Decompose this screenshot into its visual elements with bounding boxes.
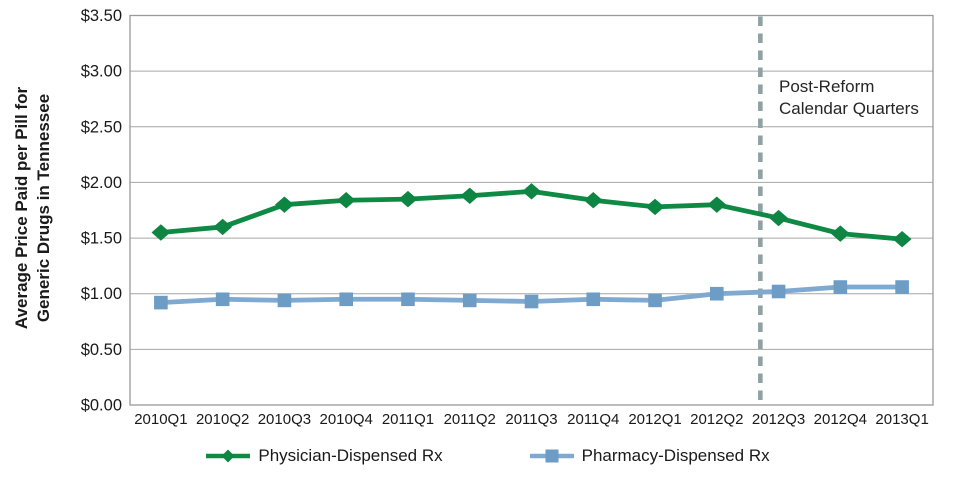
legend-label-physician: Physician-Dispensed Rx <box>258 446 443 465</box>
data-point-marker-physician <box>460 187 480 204</box>
x-tick-label: 2012Q2 <box>690 411 743 428</box>
y-tick-label: $1.50 <box>81 230 122 248</box>
x-tick-label: 2011Q2 <box>444 411 496 428</box>
annotation-line2: Calendar Quarters <box>779 99 919 118</box>
x-tick-label: 2011Q3 <box>505 411 557 428</box>
x-tick-label: 2012Q1 <box>628 411 681 428</box>
data-point-marker-physician <box>830 225 850 242</box>
data-point-marker-pharmacy <box>833 280 848 294</box>
data-point-marker-physician <box>645 198 665 216</box>
legend: Physician-Dispensed Rx Pharmacy-Dispense… <box>0 446 975 466</box>
data-point-marker-physician <box>769 209 788 227</box>
legend-entry-physician: Physician-Dispensed Rx <box>205 446 443 466</box>
data-point-marker-pharmacy <box>154 295 168 310</box>
data-point-marker-physician <box>151 224 171 241</box>
y-tick-label: $2.00 <box>81 174 122 192</box>
data-point-marker-physician <box>398 190 418 208</box>
data-point-marker-pharmacy <box>462 293 477 308</box>
data-point-marker-pharmacy <box>524 294 539 309</box>
x-tick-label: 2012Q3 <box>752 411 805 428</box>
y-tick-label: $2.50 <box>81 118 122 136</box>
annotation-line1: Post-Reform <box>779 77 875 96</box>
data-point-marker-pharmacy <box>586 292 601 307</box>
x-tick-label: 2010Q2 <box>196 411 249 428</box>
data-point-marker-physician <box>583 192 603 209</box>
pharmacy-series-legend-marker <box>529 449 574 463</box>
data-point-marker-pharmacy <box>895 280 909 294</box>
physician-series-legend-marker <box>206 449 251 463</box>
y-tick-label: $1.00 <box>81 285 122 303</box>
data-point-marker-pharmacy <box>648 293 662 308</box>
x-tick-label: 2010Q1 <box>134 411 187 428</box>
x-tick-label: 2010Q3 <box>258 411 311 428</box>
data-point-marker-physician <box>213 218 233 236</box>
data-point-marker-pharmacy <box>339 292 353 307</box>
data-point-marker-physician <box>892 230 912 248</box>
plot-border <box>129 14 934 406</box>
legend-label-pharmacy: Pharmacy-Dispensed Rx <box>581 446 770 465</box>
legend-marker-diamond <box>221 449 235 463</box>
data-point-marker-pharmacy <box>710 286 724 301</box>
data-point-marker-pharmacy <box>215 292 230 307</box>
x-tick-label: 2011Q1 <box>382 411 434 428</box>
legend-marker-square <box>545 449 559 463</box>
x-tick-label: 2013Q1 <box>875 411 928 428</box>
x-tick-label: 2010Q4 <box>319 411 372 428</box>
data-point-marker-pharmacy <box>771 284 786 299</box>
post-reform-annotation: Post-Reform Calendar Quarters <box>779 76 919 120</box>
data-point-marker-physician <box>336 192 356 209</box>
y-tick-label: $3.50 <box>81 7 122 25</box>
data-point-marker-physician <box>522 183 541 200</box>
data-point-marker-pharmacy <box>277 293 292 308</box>
y-tick-label: $3.00 <box>81 63 122 81</box>
data-point-marker-pharmacy <box>401 292 415 307</box>
data-point-marker-physician <box>707 196 727 213</box>
x-tick-label: 2011Q4 <box>567 411 619 428</box>
data-point-marker-physician <box>275 196 294 213</box>
legend-entry-pharmacy: Pharmacy-Dispensed Rx <box>529 446 770 466</box>
x-tick-label: 2012Q4 <box>814 411 867 428</box>
y-tick-label: $0.00 <box>81 397 122 415</box>
y-tick-label: $0.50 <box>81 341 122 359</box>
